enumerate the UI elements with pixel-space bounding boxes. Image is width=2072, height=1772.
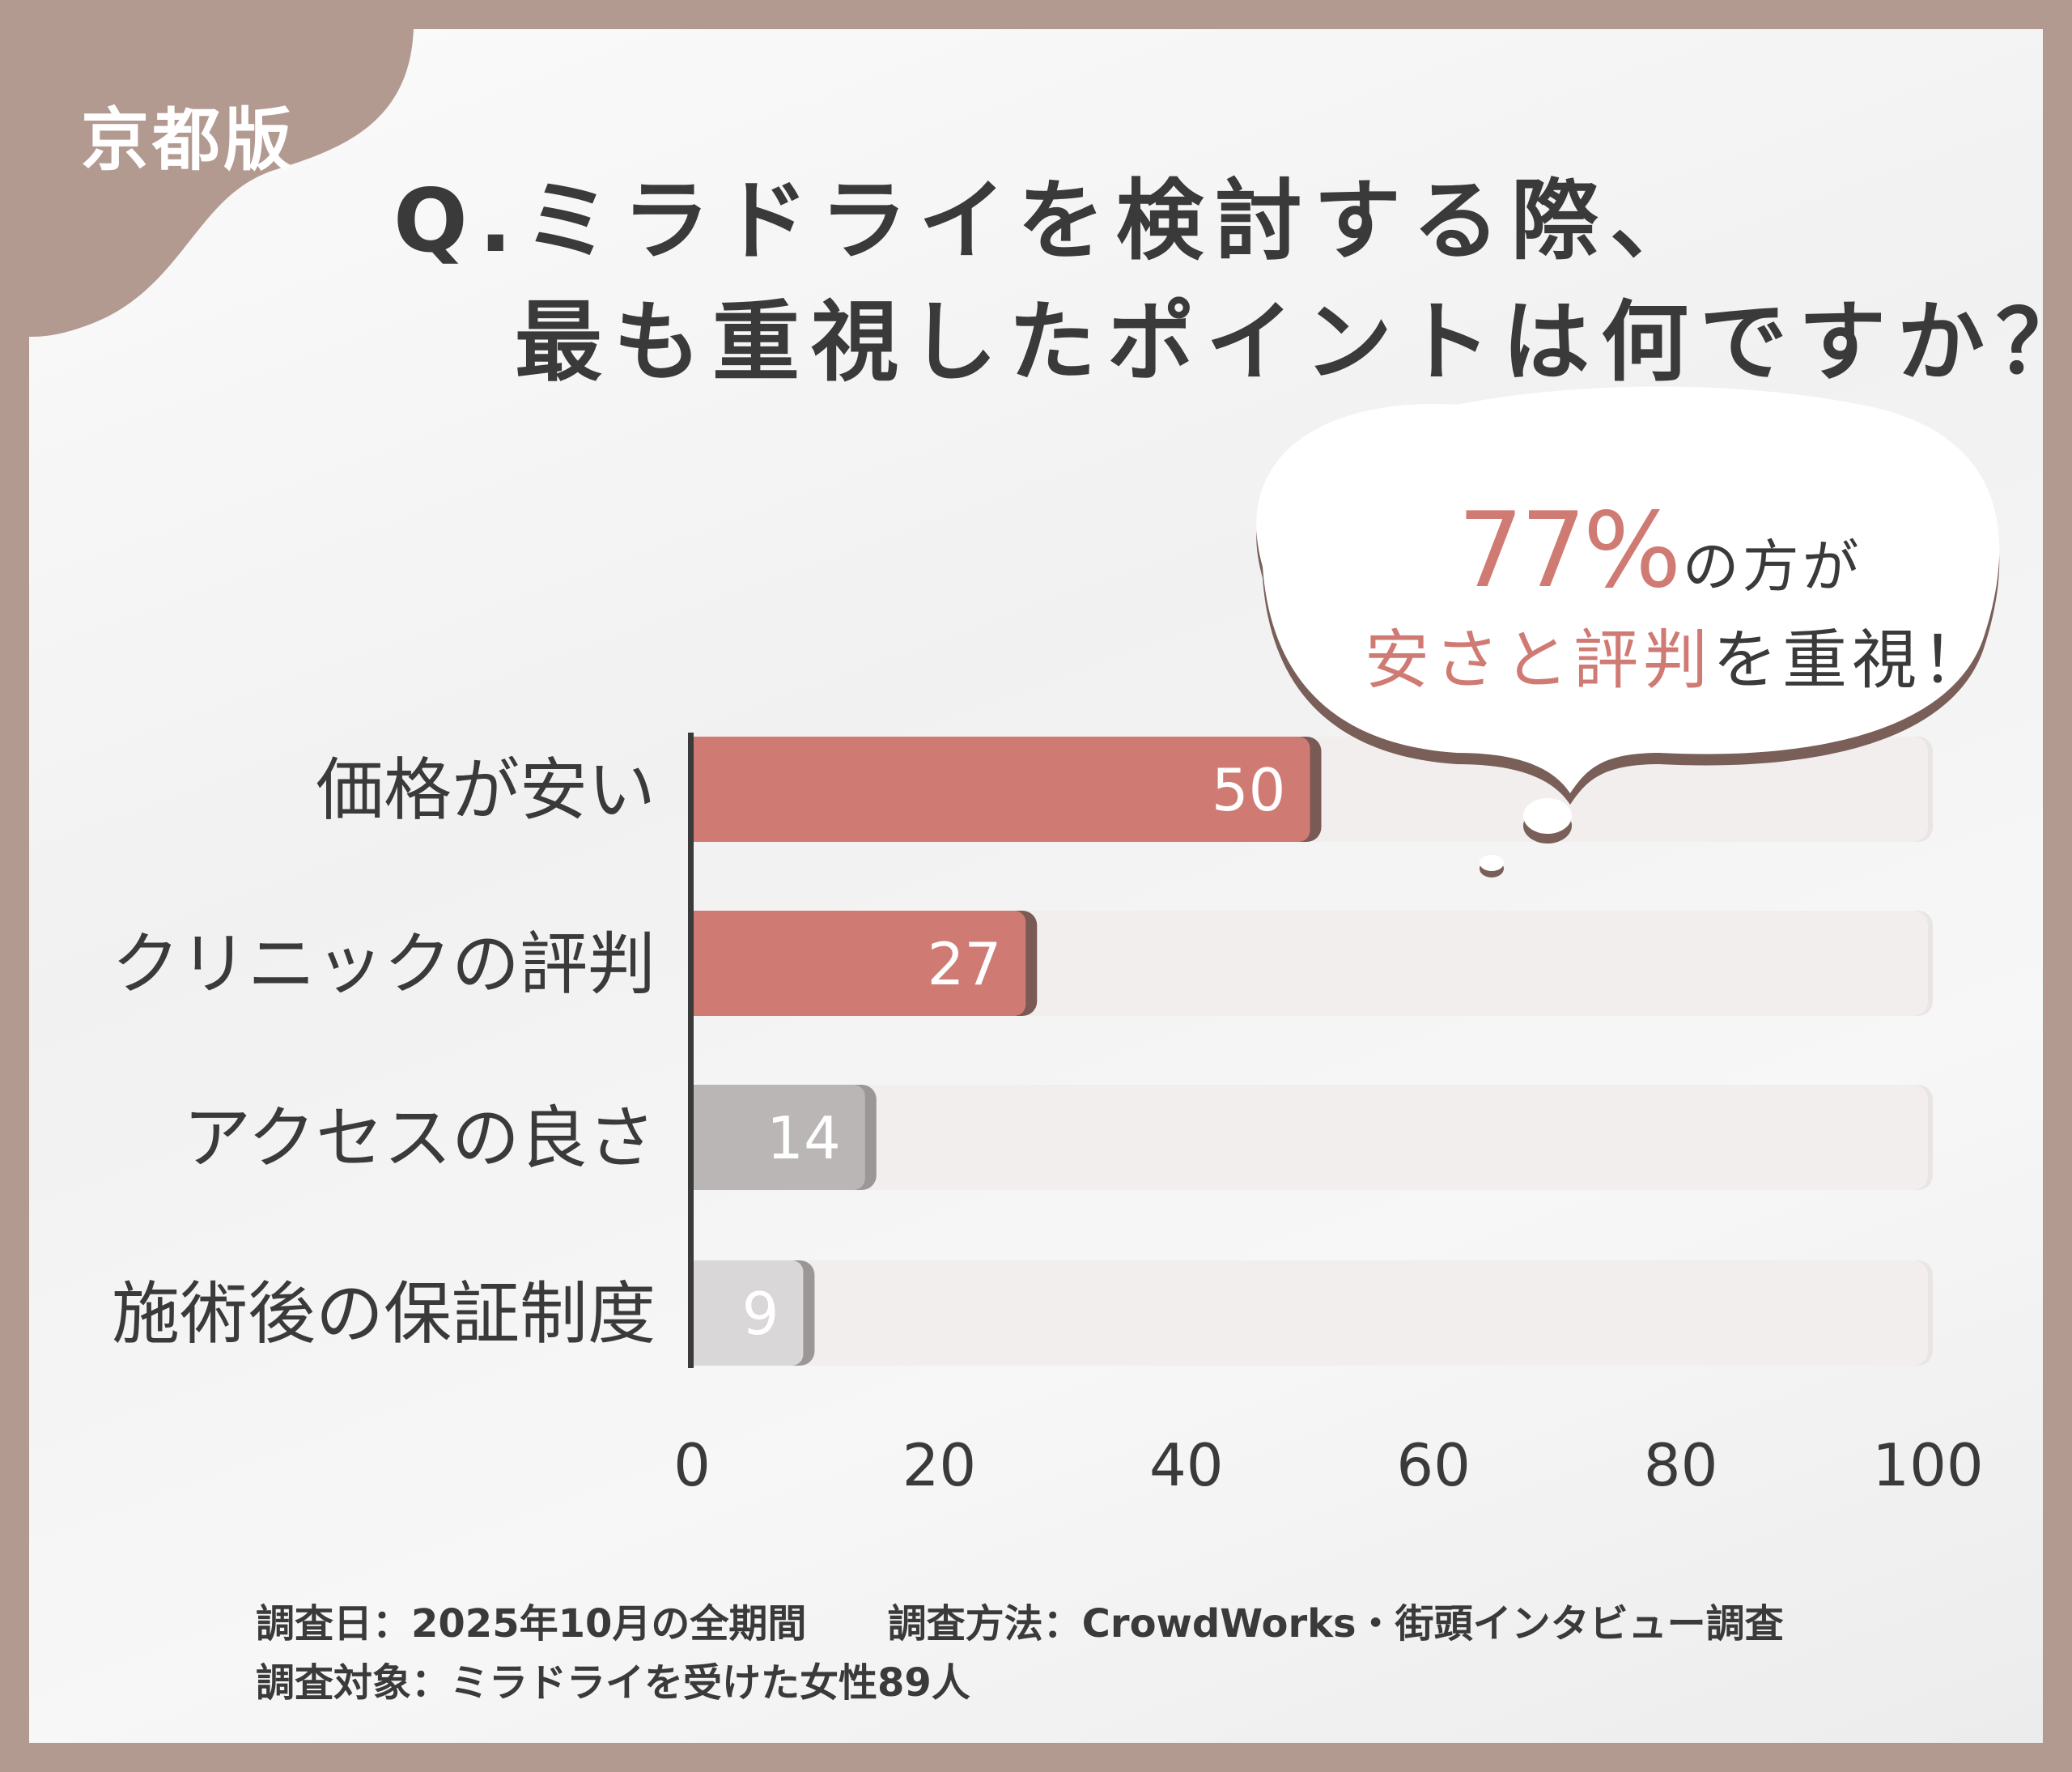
bar-base — [692, 737, 708, 842]
bar-3 — [692, 1085, 865, 1190]
bar-value-label: 27 — [928, 930, 1002, 998]
callout-highlight: 安さと評判 — [1365, 623, 1713, 698]
x-tick-label: 80 — [1644, 1431, 1718, 1499]
bar-1 — [692, 737, 1310, 842]
x-tick-label: 0 — [673, 1431, 711, 1499]
bar-value-label: 14 — [766, 1104, 841, 1172]
category-label: 施術後の保証制度 — [112, 1274, 656, 1353]
x-tick-label: 100 — [1872, 1431, 1983, 1499]
infographic-card: 京都版 Q.ミラドライを検討する際、 最も重視したポイントは何ですか？ 50 価格… — [29, 29, 2043, 1743]
y-axis-line — [688, 733, 694, 1368]
bar-value-label: 50 — [1212, 756, 1286, 824]
category-label: アクセスの良さ — [183, 1098, 656, 1178]
callout-line2: 安さと評判を重視！ — [1365, 608, 1991, 702]
survey-method: 調査方法：CrowdWorks・街頭インタビュー調査 — [887, 1601, 1784, 1647]
x-tick-label: 20 — [902, 1431, 977, 1499]
x-tick-label: 60 — [1396, 1431, 1471, 1499]
corner-blob — [29, 29, 414, 337]
bar-value-label: 9 — [742, 1280, 779, 1348]
x-tick-label: 40 — [1149, 1431, 1224, 1499]
bar-chart: 50 価格が安い 27 クリニックの評判 14 アクセスの良さ 9 施術後の保証制度 0 20 40… — [112, 733, 1984, 1499]
survey-target: 調査対象：ミラドライを受けた女性89人 — [256, 1660, 970, 1706]
callout-percent: 77% — [1458, 491, 1681, 611]
region-badge: 京都版 — [81, 100, 295, 180]
callout-line2-rest: を重視！ — [1713, 623, 1991, 698]
bar-4 — [692, 1260, 804, 1366]
bar-2 — [692, 911, 1026, 1016]
bar-base — [692, 1260, 708, 1366]
category-label: 価格が安い — [316, 750, 656, 830]
category-label: クリニックの評判 — [112, 924, 656, 1004]
callout-line1: 77% の方が — [1458, 491, 1862, 611]
question-title-line1: Q.ミラドライを検討する際、 — [393, 171, 1709, 272]
survey-date: 調査日：2025年10月の全期間 — [256, 1601, 807, 1647]
bar-base — [692, 911, 708, 1016]
callout-line1-rest: の方が — [1682, 533, 1862, 600]
bar-base — [692, 1085, 708, 1190]
bar-track — [692, 1085, 1928, 1190]
bar-track — [692, 1260, 1928, 1366]
footer-line1: 調査日：2025年10月の全期間 調査方法：CrowdWorks・街頭インタビュ… — [256, 1591, 1784, 1648]
question-title-line2: 最も重視したポイントは何ですか？ — [515, 292, 2043, 393]
